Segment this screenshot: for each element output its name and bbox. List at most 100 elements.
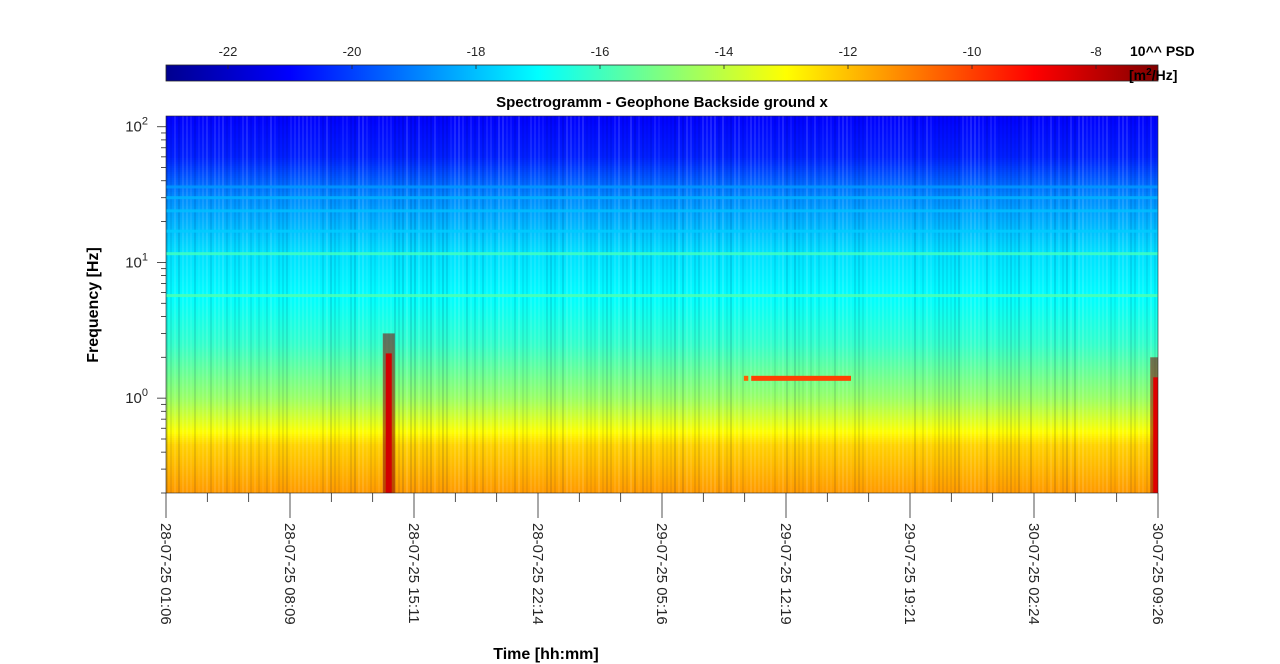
heatmap-band [166,182,1158,185]
heatmap-band [166,188,1158,191]
heatmap-streak [282,116,284,493]
heatmap-streak [442,116,444,493]
heatmap-streak [298,116,300,493]
heatmap-band [166,428,1158,431]
heatmap-streak [210,116,212,493]
heatmap-streak [426,116,428,493]
heatmap-band [166,250,1158,253]
heatmap-streak [830,116,832,493]
heatmap-streak [554,116,556,493]
heatmap-band [166,200,1158,203]
resonance-line [166,185,1158,189]
heatmap-band [166,142,1158,145]
heatmap-streak [1122,116,1124,493]
heatmap-streak [206,116,208,493]
heatmap-band [166,382,1158,385]
heatmap-streak [194,116,196,493]
heatmap-band [166,332,1158,335]
heatmap-streak [338,116,340,493]
heatmap-noise [166,116,1156,493]
y-tick-exponent: 1 [142,251,148,263]
heatmap-band [166,362,1158,365]
heatmap-band [166,156,1158,159]
colorbar-tick-label: -10 [963,44,982,59]
heatmap-streak [546,116,548,493]
heatmap-streak [770,116,772,493]
heatmap-streak [398,116,400,493]
heatmap-streak [1150,116,1152,493]
heatmap-band [166,278,1158,281]
heatmap-band [166,486,1158,489]
heatmap-streak [1046,116,1048,493]
heatmap-streak [394,116,396,493]
heatmap-streak [966,116,968,493]
colorbar-ticks: -22 -20 -18 -16 -14 -12 -10 -8 [219,44,1102,69]
heatmap-streak [862,116,864,493]
heatmap-band [166,124,1158,127]
heatmap-band [166,348,1158,351]
heatmap-band [166,320,1158,323]
heatmap-streak [846,116,848,493]
heatmap-band [166,232,1158,235]
heatmap-band [166,458,1158,461]
heatmap-band [166,158,1158,161]
heatmap-streak [678,116,680,493]
heatmap-streak [410,116,412,493]
heatmap-band [166,466,1158,469]
colorbar-tick-label: -12 [839,44,858,59]
heatmap-streak [1082,116,1084,493]
x-tick-label: 29-07-25 12:19 [777,523,794,625]
y-tick-exponent: 0 [142,387,148,399]
heatmap-streak [658,116,660,493]
heatmap-streak [746,116,748,493]
heatmap-streak [430,116,432,493]
heatmap-streak [470,116,472,493]
event-core [385,353,392,493]
heatmap-streak [418,116,420,493]
heatmap-streak [834,116,836,493]
heatmap-band [166,484,1158,487]
heatmap-streak [202,116,204,493]
heatmap-streak [1038,116,1040,493]
heatmap-band [166,418,1158,421]
heatmap-streak [226,116,228,493]
heatmap-streak [1126,116,1128,493]
heatmap-band [166,472,1158,475]
heatmap-streak [730,116,732,493]
heatmap-band [166,430,1158,433]
heatmap-band [166,280,1158,283]
heatmap-band [166,208,1158,211]
heatmap-band [166,354,1158,357]
heatmap-streak [502,116,504,493]
heatmap-streak [450,116,452,493]
heatmap-streak [466,116,468,493]
heatmap-band [166,368,1158,371]
heatmap-band [166,240,1158,243]
y-tick-base: 10 [125,390,142,407]
x-tick-label: 30-07-25 09:26 [1149,523,1166,625]
resonance-line [166,252,1158,256]
y-axis-label: Frequency [Hz] [85,247,102,363]
heatmap-band [166,338,1158,341]
heatmap-band [166,318,1158,321]
heatmap-band [166,492,1158,493]
heatmap-band [166,162,1158,165]
heatmap-streak [518,116,520,493]
heatmap-band [166,456,1158,459]
heatmap-streak [486,116,488,493]
heatmap-streak [458,116,460,493]
heatmap-band [166,372,1158,375]
heatmap-streak [198,116,200,493]
heatmap-streak [1026,116,1028,493]
heatmap-streak [438,116,440,493]
heatmap-streak [562,116,564,493]
heatmap-streak [1050,116,1052,493]
heatmap-streak [446,116,448,493]
heatmap-band [166,396,1158,399]
heatmap-streak [854,116,856,493]
heatmap-band [166,446,1158,449]
resonance-line [166,294,1158,298]
heatmap-band [166,470,1158,473]
heatmap-band [166,140,1158,143]
heatmap-band [166,218,1158,221]
